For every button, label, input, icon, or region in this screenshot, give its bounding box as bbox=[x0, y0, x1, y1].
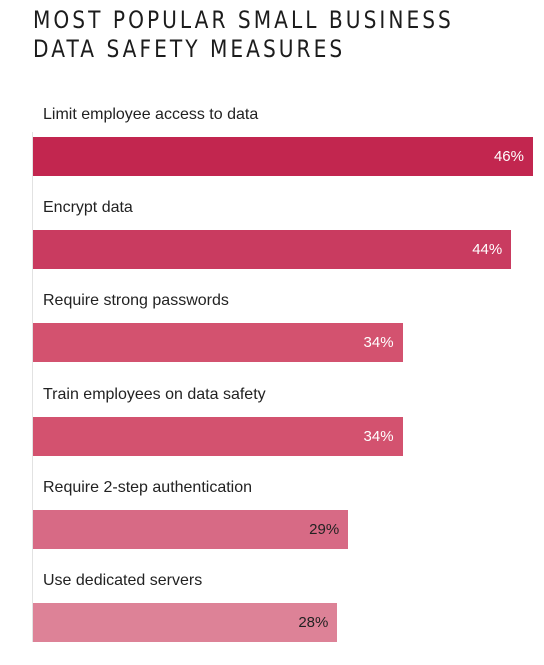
value-label: 44% bbox=[472, 241, 503, 259]
bar: 44% bbox=[33, 230, 512, 270]
category-label: Limit employee access to data bbox=[43, 106, 259, 123]
category-label: Use dedicated servers bbox=[43, 572, 203, 589]
bar: 46% bbox=[33, 137, 533, 176]
bar: 29% bbox=[33, 509, 349, 549]
bar: 34% bbox=[33, 416, 403, 456]
category-label: Require 2-step authentication bbox=[43, 478, 253, 496]
bar: 28% bbox=[33, 603, 338, 642]
value-label: 29% bbox=[309, 520, 340, 538]
value-label: 34% bbox=[363, 427, 394, 445]
chart-title: MOST POPULAR SMALL BUSINESS DATA SAFETY … bbox=[33, 6, 454, 63]
value-label: 46% bbox=[493, 148, 524, 165]
category-label: Train employees on data safety bbox=[43, 385, 266, 403]
axis-line bbox=[32, 132, 33, 642]
value-label: 28% bbox=[298, 614, 329, 631]
category-label: Require strong passwords bbox=[43, 292, 229, 310]
value-label: 34% bbox=[363, 334, 394, 352]
bar: 34% bbox=[33, 323, 403, 363]
category-label: Encrypt data bbox=[43, 199, 133, 217]
